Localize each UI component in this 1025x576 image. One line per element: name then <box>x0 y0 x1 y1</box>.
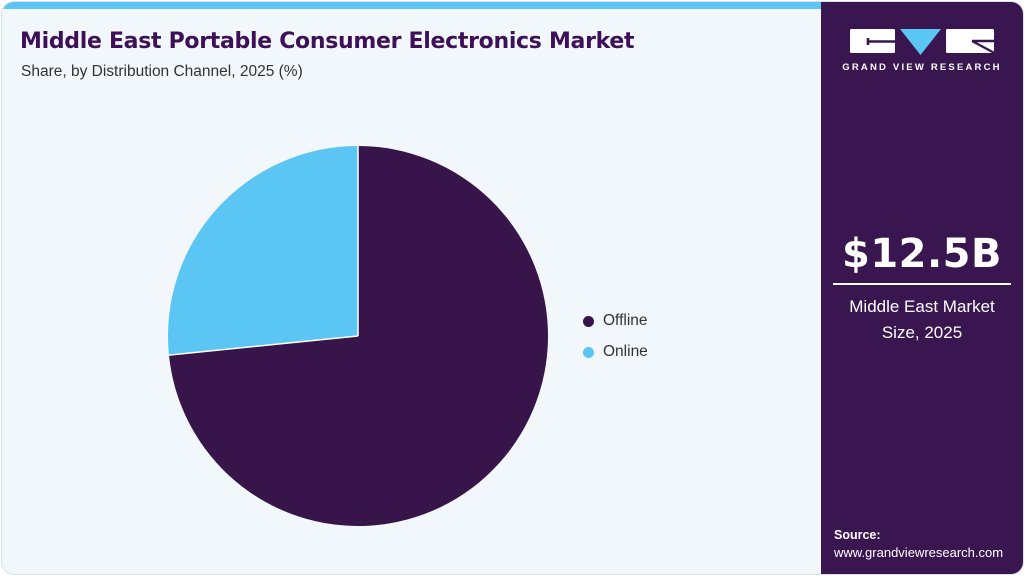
gvr-logo <box>821 29 1023 58</box>
stat-divider <box>833 283 1011 285</box>
pie-slice-online <box>168 146 358 356</box>
market-size-label: Middle East Market Size, 2025 <box>849 297 995 342</box>
pie-slice-separator <box>168 335 359 356</box>
page-title: Middle East Portable Consumer Electronic… <box>20 29 635 54</box>
legend-item-online: Online <box>583 342 648 362</box>
legend-item-offline: Offline <box>583 311 648 331</box>
source-label: Source: <box>834 528 881 542</box>
source-url[interactable]: www.grandviewresearch.com <box>834 545 1004 560</box>
source-block: Source: www.grandviewresearch.com <box>834 528 1003 560</box>
legend-swatch-online-icon <box>583 346 594 358</box>
legend-swatch-offline-icon <box>583 315 594 327</box>
brand-name: GRAND VIEW RESEARCH <box>842 62 1002 73</box>
chart-panel: Middle East Portable Consumer Electronic… <box>2 2 821 574</box>
logo-g-icon <box>850 29 895 53</box>
market-size-value: $12.5B <box>841 231 1002 277</box>
legend-label-online: Online <box>603 343 648 360</box>
logo-r-icon <box>946 29 1001 58</box>
legend-label-offline: Offline <box>603 312 648 329</box>
pie-chart <box>168 146 549 526</box>
chart-legend: Offline Online <box>583 311 648 373</box>
page-subtitle: Share, by Distribution Channel, 2025 (%) <box>21 63 303 80</box>
market-size-stat: $12.5B Middle East Market Size, 2025 <box>821 230 1023 346</box>
logo-v-icon <box>900 29 941 55</box>
brand-sidebar: GRAND VIEW RESEARCH $12.5B Middle East M… <box>821 2 1023 574</box>
